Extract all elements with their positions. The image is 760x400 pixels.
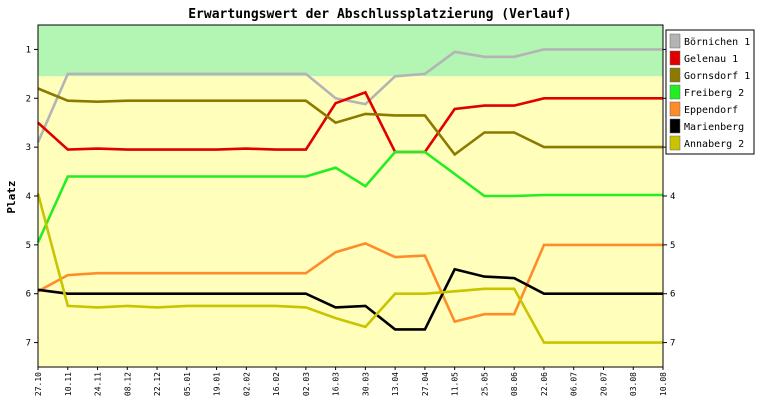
x-tick-label: 02.02 [242,372,251,396]
x-tick-label: 02.03 [302,372,311,396]
legend-label: Annaberg 2 [684,139,744,150]
series-line-gornsdorf-1 [37,87,663,157]
y-tick-label-right: 7 [670,339,675,349]
x-tick-label: 05.01 [183,372,192,396]
legend-label: Börnichen 1 [684,37,750,48]
legend-swatch [669,50,681,66]
y-tick-label-right: 6 [670,290,675,300]
x-tick-label: 06.07 [570,372,579,396]
x-tick-label: 08.12 [123,372,132,396]
band-1 [38,76,663,368]
x-tick-label: 24.11 [94,372,103,396]
legend-label: Marienberg [684,122,744,133]
legend-swatch [669,101,681,117]
y-tick-label-left: 1 [26,45,31,55]
x-tick-label: 25.05 [480,372,489,396]
y-tick-label-left: 7 [26,339,31,349]
legend-swatch [669,135,681,151]
x-tick-label: 03.08 [629,372,638,396]
y-ticks-left: 1 2 3 4 5 6 7 [26,45,38,349]
legend-label: Gelenau 1 [684,54,738,65]
y-tick-label-left: 6 [26,290,31,300]
x-tick-label: 16.03 [332,372,341,396]
y-axis-label: Platz [5,180,18,213]
x-tick-label: 11.05 [451,372,460,396]
x-tick-label: 20.07 [599,372,608,396]
y-tick-label-right: 4 [670,192,675,202]
x-tick-label: 27.10 [34,372,43,396]
x-tick-label: 19.01 [213,372,222,396]
legend-swatch [669,84,681,100]
x-tick-label: 13.04 [391,372,400,396]
legend-label: Freiberg 2 [684,88,744,99]
x-tick-label: 10.11 [64,372,73,396]
x-tick-label: 27.04 [421,372,430,396]
x-tick-label: 08.06 [510,372,519,396]
series-line-b-rnichen-1 [36,48,663,143]
legend-swatch [669,33,681,49]
x-tick-label: 30.03 [361,372,370,396]
legend-label: Gornsdorf 1 [684,71,750,82]
x-ticks: 27.10 10.11 24.11 08.12 22.12 05.01 19.01 02.02… [34,367,668,396]
x-tick-label: 10.08 [659,372,668,396]
x-tick-label: 22.06 [540,372,549,396]
series-line-eppendorf [37,242,663,324]
legend-swatch [669,118,681,134]
y-tick-label-left: 2 [26,94,31,104]
legend-label: Eppendorf [684,105,738,116]
legend-frame [665,29,755,155]
series-layer [36,48,663,344]
x-tick-label: 16.02 [272,372,281,396]
series-line-freiberg-2 [36,150,663,243]
legend-swatch [669,67,681,83]
chart-title: Erwartungswert der Abschlussplatzierung … [188,7,572,22]
y-tick-label-left: 4 [26,192,31,202]
y-tick-label-right: 5 [670,241,675,251]
series-line-annaberg-2 [36,193,663,344]
legend: Börnichen 1 Gelenau 1 Gornsdorf 1 Freiberg … [665,29,755,155]
series-line-gelenau-1 [37,90,663,154]
y-tick-label-left: 5 [26,241,31,251]
y-tick-label-left: 3 [26,143,31,153]
series-line-marienberg [37,267,663,331]
x-tick-label: 22.12 [153,372,162,396]
